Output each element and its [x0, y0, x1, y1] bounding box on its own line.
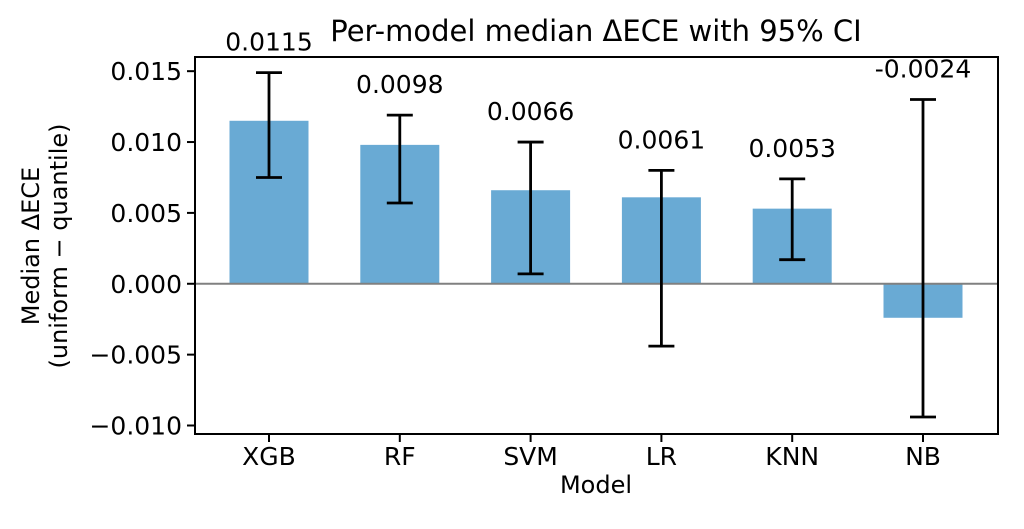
error-bar-nb [910, 98, 936, 419]
error-bar-knn [779, 177, 806, 262]
x-tick-label-knn: KNN [765, 442, 819, 471]
value-label-knn: 0.0053 [748, 134, 835, 163]
value-label-rf: 0.0098 [356, 70, 443, 99]
axes-spines [194, 56, 999, 435]
value-label-lr: 0.0061 [618, 125, 705, 154]
error-bar-lr [648, 168, 675, 348]
y-tick-label-4: −0.005 [89, 341, 182, 370]
x-tick-label-svm: SVM [503, 442, 558, 471]
error-bar-xgb [256, 71, 282, 179]
value-label-svm: 0.0066 [487, 97, 574, 126]
chart-title: Per-model median ΔECE with 95% CI [330, 14, 861, 48]
x-tick-label-xgb: XGB [242, 442, 296, 471]
y-tick-label-1: 0.010 [110, 128, 182, 157]
value-label-xgb: 0.0115 [225, 28, 312, 57]
y-tick-label-0: 0.015 [110, 57, 182, 86]
y-axis-title-line2: (uniform − quantile) [45, 123, 73, 368]
x-axis-title: Model [560, 471, 632, 499]
error-bar-rf [386, 113, 413, 205]
value-label-nb: -0.0024 [875, 55, 972, 84]
x-tick-label-nb: NB [905, 442, 941, 471]
x-tick-label-rf: RF [384, 442, 416, 471]
plot-area: 0.0115 0.0098 0.0066 0.0061 0.0053 -0.0024 0.0… [89, 28, 999, 471]
x-tick-label-lr: LR [646, 442, 677, 471]
y-axis-title-line1: Median ΔECE [17, 167, 45, 325]
y-tick-label-5: −0.010 [89, 411, 182, 440]
y-tick-label-2: 0.005 [110, 199, 182, 228]
error-bar-svm [517, 140, 544, 276]
y-tick-label-3: 0.000 [110, 270, 182, 299]
